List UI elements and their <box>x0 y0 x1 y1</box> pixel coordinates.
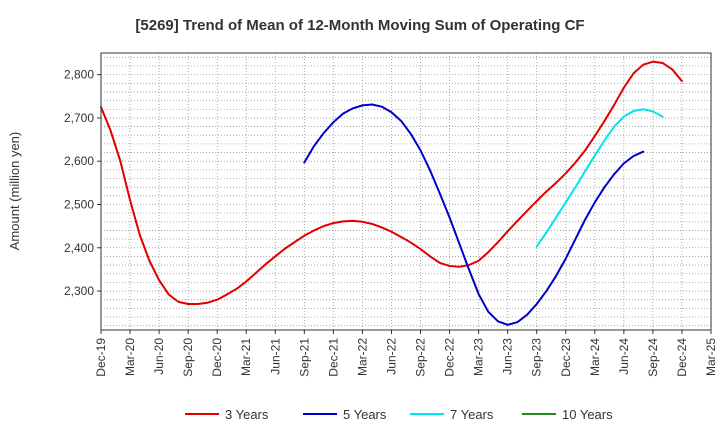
x-tick-label: Sep-21 <box>297 338 311 377</box>
plot-frame <box>100 52 712 331</box>
grid <box>100 53 712 330</box>
x-tick-label: Mar-24 <box>588 338 602 376</box>
x-axis-ticks: Dec-19 Mar-20 Jun-20 Sep-20 Dec-20 Mar-21 Jun-… <box>94 330 718 377</box>
x-tick-label: Sep-24 <box>646 338 660 377</box>
y-tick-label: 2,700 <box>64 111 94 125</box>
series-lines <box>100 60 683 326</box>
y-axis-ticks: 2,300 2,400 2,500 2,600 2,700 2,800 <box>64 68 101 298</box>
series-line-5-years <box>303 103 645 326</box>
x-tick-label: Mar-22 <box>355 338 369 376</box>
x-tick-label: Jun-24 <box>617 338 631 375</box>
x-tick-label: Sep-22 <box>414 338 428 377</box>
y-tick-label: 2,500 <box>64 197 94 211</box>
x-tick-label: Mar-23 <box>472 338 486 376</box>
y-axis-label: Amount (million yen) <box>7 132 22 251</box>
legend: 3 Years 5 Years 7 Years 10 Years <box>185 407 613 422</box>
y-tick-label: 2,800 <box>64 68 94 82</box>
x-tick-label: Jun-22 <box>384 338 398 375</box>
x-tick-label: Dec-22 <box>443 338 457 377</box>
legend-label: 5 Years <box>343 407 387 422</box>
x-tick-label: Jun-20 <box>152 338 166 375</box>
x-tick-label: Dec-20 <box>210 338 224 377</box>
y-tick-label: 2,300 <box>64 284 94 298</box>
chart-title: [5269] Trend of Mean of 12-Month Moving … <box>135 17 584 34</box>
y-tick-label: 2,600 <box>64 154 94 168</box>
legend-label: 10 Years <box>562 407 613 422</box>
y-tick-label: 2,400 <box>64 241 94 255</box>
series-line-7-years <box>535 108 664 248</box>
x-tick-label: Mar-25 <box>704 338 718 376</box>
x-tick-label: Dec-19 <box>94 338 108 377</box>
x-tick-label: Sep-20 <box>181 338 195 377</box>
series-line-3-years <box>100 60 683 306</box>
x-tick-label: Jun-21 <box>268 338 282 375</box>
legend-label: 3 Years <box>225 407 269 422</box>
x-tick-label: Mar-21 <box>239 338 253 376</box>
x-tick-label: Dec-21 <box>326 338 340 377</box>
x-tick-label: Jun-23 <box>501 338 515 375</box>
legend-label: 7 Years <box>450 407 494 422</box>
x-tick-label: Dec-23 <box>559 338 573 377</box>
x-tick-label: Dec-24 <box>675 338 689 377</box>
x-tick-label: Mar-20 <box>123 338 137 376</box>
x-tick-label: Sep-23 <box>530 338 544 377</box>
